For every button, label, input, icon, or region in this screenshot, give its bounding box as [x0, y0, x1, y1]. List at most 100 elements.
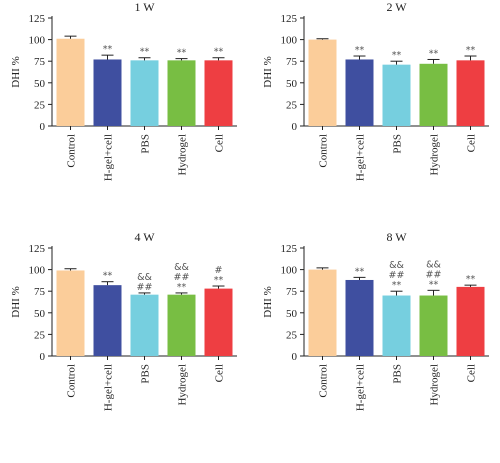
y-tick-label: 25: [286, 99, 298, 111]
y-axis-label: DHI %: [262, 286, 274, 317]
y-axis-label: DHI %: [10, 56, 22, 87]
bar-h-gel-cell: [93, 59, 122, 126]
chart-title: 2 W: [386, 0, 407, 14]
y-tick-label: 100: [29, 265, 46, 277]
significance-label: ##: [137, 282, 153, 293]
x-tick-label: Control: [318, 364, 330, 398]
bar-hydrogel: [167, 294, 196, 356]
y-tick-label: 50: [286, 308, 298, 320]
significance-label: ##: [389, 270, 405, 281]
chart-panel-4: 8 W DHI % 0 25 50 75 100 125 Control H-gel+cell **…: [262, 230, 489, 411]
significance-label: **: [466, 274, 476, 285]
chart-title: 4 W: [134, 230, 155, 244]
bar-control: [308, 39, 337, 126]
y-tick-label: 100: [281, 35, 298, 47]
bar-pbs: [382, 64, 411, 126]
x-tick-label: PBS: [140, 364, 152, 384]
significance-label: **: [429, 279, 439, 290]
significance-label: **: [392, 280, 402, 291]
bar-hydrogel: [419, 63, 448, 126]
x-tick-label: H-gel+cell: [355, 364, 367, 411]
x-tick-label: Control: [66, 134, 78, 168]
x-tick-label: H-gel+cell: [103, 364, 115, 411]
x-tick-label: Cell: [466, 134, 478, 152]
y-tick-label: 100: [29, 35, 46, 47]
y-tick-label: 0: [40, 351, 46, 363]
x-tick-label: Hydrogel: [177, 134, 189, 176]
y-tick-label: 125: [29, 13, 46, 25]
significance-label: **: [214, 275, 224, 286]
significance-label: #: [215, 265, 223, 276]
bar-cell: [456, 60, 485, 126]
y-tick-label: 75: [286, 286, 298, 298]
significance-label: **: [466, 45, 476, 56]
x-tick-label: Cell: [214, 134, 226, 152]
significance-label: ##: [174, 272, 190, 283]
y-tick-label: 50: [286, 78, 298, 90]
bar-pbs: [130, 60, 159, 126]
bar-control: [56, 270, 85, 356]
significance-label: **: [177, 48, 187, 59]
chart-title: 8 W: [386, 230, 407, 244]
chart-panel-1: 1 W DHI % 0 25 50 75 100 125 Control H-gel+cell **…: [10, 0, 237, 181]
y-tick-label: 25: [34, 99, 46, 111]
y-tick-label: 25: [34, 329, 46, 341]
bar-hydrogel: [419, 295, 448, 356]
bar-control: [56, 38, 85, 126]
x-tick-label: PBS: [392, 134, 404, 154]
chart-panel-2: 2 W DHI % 0 25 50 75 100 125 Control H-gel+cell **…: [262, 0, 489, 181]
significance-label: &&: [137, 272, 152, 283]
x-tick-label: PBS: [140, 134, 152, 154]
y-tick-label: 75: [34, 286, 46, 298]
significance-label: &&: [389, 260, 404, 271]
significance-label: **: [103, 271, 113, 282]
significance-label: **: [355, 266, 365, 277]
x-tick-label: Hydrogel: [177, 364, 189, 406]
bar-pbs: [130, 294, 159, 356]
x-tick-label: PBS: [392, 364, 404, 384]
significance-label: **: [103, 44, 113, 55]
x-tick-label: Control: [318, 134, 330, 168]
x-tick-label: Hydrogel: [429, 134, 441, 176]
bar-hydrogel: [167, 60, 196, 126]
significance-label: **: [214, 47, 224, 58]
bar-cell: [204, 60, 233, 126]
x-tick-label: Cell: [214, 364, 226, 382]
bar-cell: [204, 288, 233, 356]
y-tick-label: 25: [286, 329, 298, 341]
bar-h-gel-cell: [345, 279, 374, 356]
chart-panel-3: 4 W DHI % 0 25 50 75 100 125 Control H-gel+cell **…: [10, 230, 237, 411]
significance-label: &&: [174, 262, 189, 273]
y-tick-label: 125: [29, 243, 46, 255]
significance-label: **: [140, 47, 150, 58]
x-tick-label: H-gel+cell: [103, 134, 115, 181]
bar-cell: [456, 286, 485, 356]
y-tick-label: 75: [34, 56, 46, 68]
chart-title: 1 W: [134, 0, 155, 14]
y-tick-label: 50: [34, 308, 46, 320]
y-tick-label: 0: [292, 351, 298, 363]
y-tick-label: 100: [281, 265, 298, 277]
y-tick-label: 125: [281, 13, 298, 25]
significance-label: **: [392, 50, 402, 61]
x-tick-label: H-gel+cell: [355, 134, 367, 181]
x-tick-label: Hydrogel: [429, 364, 441, 406]
y-tick-label: 125: [281, 243, 298, 255]
bar-pbs: [382, 295, 411, 356]
significance-label: **: [355, 45, 365, 56]
significance-label: ##: [426, 269, 442, 280]
y-axis-label: DHI %: [262, 56, 274, 87]
x-tick-label: Control: [66, 364, 78, 398]
x-tick-label: Cell: [466, 364, 478, 382]
bar-control: [308, 269, 337, 356]
y-tick-label: 50: [34, 78, 46, 90]
significance-label: **: [429, 48, 439, 59]
y-tick-label: 0: [40, 121, 46, 133]
y-tick-label: 75: [286, 56, 298, 68]
significance-label: &&: [426, 259, 441, 270]
y-tick-label: 0: [292, 121, 298, 133]
bar-h-gel-cell: [93, 285, 122, 356]
bar-h-gel-cell: [345, 59, 374, 126]
significance-label: **: [177, 282, 187, 293]
